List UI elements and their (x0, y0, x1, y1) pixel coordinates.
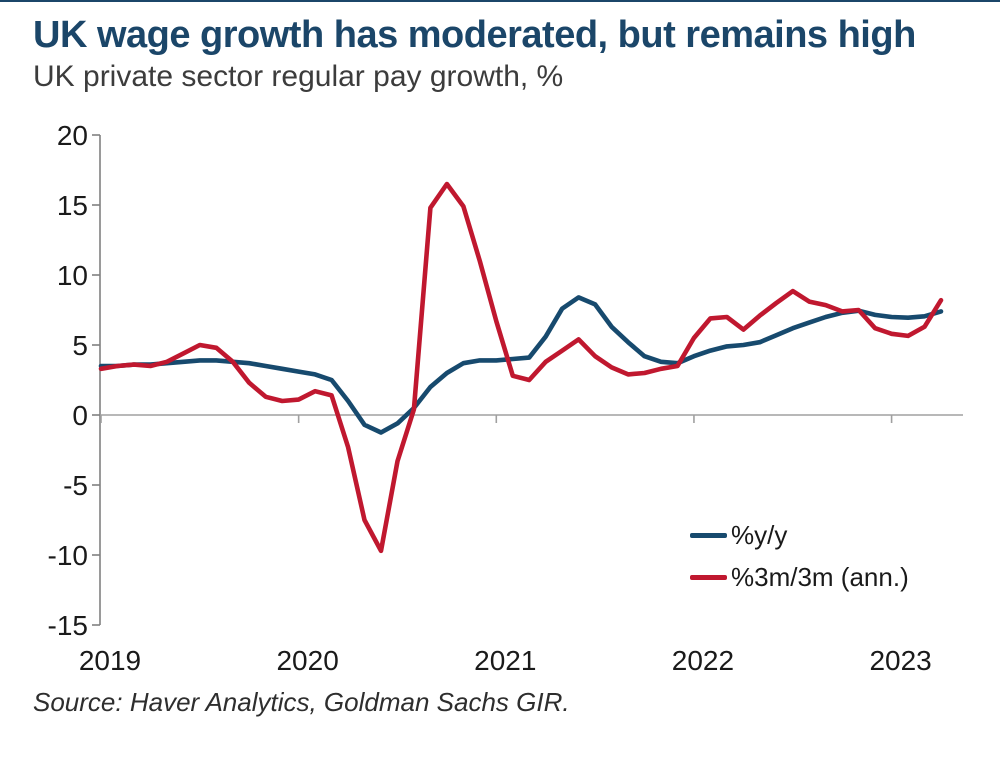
y-tick-label: 20 (57, 120, 88, 151)
y-tick-label: 15 (57, 190, 88, 221)
legend-label-yy: %y/y (731, 519, 788, 550)
y-tick-label: 10 (57, 260, 88, 291)
legend-swatch-yy (690, 532, 727, 538)
chart-subtitle: UK private sector regular pay growth, % (33, 60, 564, 93)
y-tick-label: -5 (63, 470, 88, 501)
x-tick-label: 2019 (79, 645, 141, 676)
y-tick-label: -15 (48, 610, 88, 641)
series-line-yy (98, 295, 944, 435)
legend-label-3m3m: %3m/3m (ann.) (731, 561, 909, 592)
legend-item-yy: %y/y (690, 514, 909, 556)
legend-item-3m3m: %3m/3m (ann.) (690, 556, 909, 598)
y-tick-label: 5 (72, 330, 88, 361)
legend: %y/y %3m/3m (ann.) (690, 514, 909, 598)
y-tick-label: 0 (72, 400, 88, 431)
legend-swatch-3m3m (690, 574, 727, 580)
x-tick-label: 2023 (869, 645, 931, 676)
y-tick-label: -10 (48, 540, 88, 571)
top-rule (0, 0, 1000, 2)
x-tick-label: 2022 (672, 645, 734, 676)
chart-title: UK wage growth has moderated, but remain… (33, 14, 916, 56)
x-tick-label: 2020 (276, 645, 338, 676)
x-tick-label: 2021 (474, 645, 536, 676)
source-note: Source: Haver Analytics, Goldman Sachs G… (33, 687, 570, 717)
series-line-3m3m (98, 181, 944, 554)
